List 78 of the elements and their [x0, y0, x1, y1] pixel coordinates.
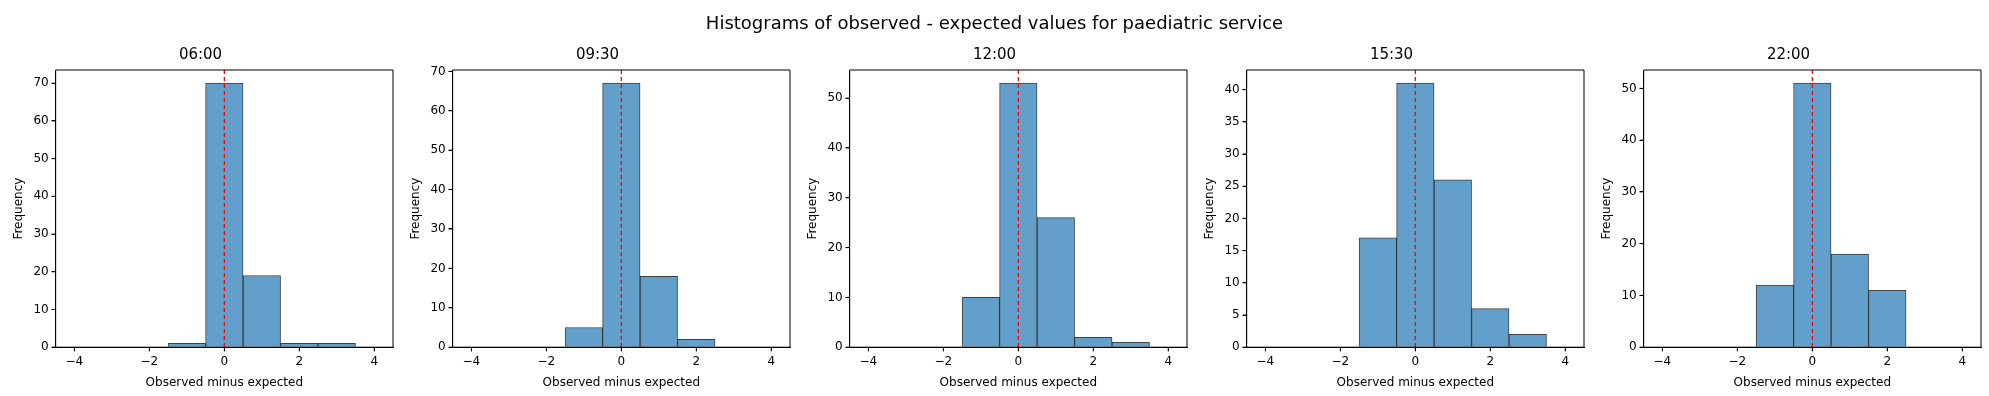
y-tick-label: 20 — [827, 239, 843, 254]
y-tick-label: 10 — [1224, 274, 1240, 289]
y-tick-label: 0 — [835, 339, 843, 354]
x-tick-label: 2 — [1089, 353, 1098, 368]
y-tick-label: 30 — [33, 226, 49, 241]
x-tick-label: 0 — [220, 353, 229, 368]
text: Histograms of observed - expected values for paediatric service — [705, 11, 1284, 33]
y-tick-label: 60 — [430, 102, 446, 117]
x-tick-label: −2 — [140, 353, 159, 368]
y-tick-label: 40 — [1621, 132, 1637, 147]
y-tick-label: 25 — [1224, 178, 1240, 193]
x-axis-title: Observed minus expected — [542, 374, 701, 389]
x-tick-label: 0 — [1808, 353, 1817, 368]
x-tick-label: −2 — [537, 353, 556, 368]
x-tick-label: 2 — [1486, 353, 1495, 368]
x-axis-title: Observed minus expected — [1733, 374, 1892, 389]
y-tick-label: 35 — [1224, 113, 1240, 128]
x-axis-title: Observed minus expected — [939, 374, 1098, 389]
x-tick-label: 4 — [1561, 353, 1570, 368]
y-tick-label: 50 — [33, 150, 49, 165]
y-tick-label: 0 — [1232, 339, 1240, 354]
y-axis-title: Frequency — [408, 177, 423, 240]
y-tick-label: 20 — [1224, 210, 1240, 225]
y-tick-label: 50 — [827, 90, 843, 105]
chart-title: 12:00 — [972, 44, 1017, 63]
x-tick-label: 0 — [1411, 353, 1420, 368]
chart-title: 15:30 — [1369, 44, 1414, 63]
chart-title: 09:30 — [575, 44, 620, 63]
y-tick-label: 20 — [1621, 235, 1637, 250]
y-tick-label: 10 — [1621, 287, 1637, 302]
y-tick-label: 30 — [827, 189, 843, 204]
y-axis-title: Frequency — [1599, 177, 1614, 240]
x-tick-label: −2 — [1728, 353, 1747, 368]
y-axis-title: Frequency — [11, 177, 26, 240]
y-tick-label: 70 — [430, 63, 446, 78]
x-tick-label: 4 — [767, 353, 776, 368]
x-tick-label: 2 — [295, 353, 304, 368]
y-tick-label: 30 — [1621, 184, 1637, 199]
y-tick-label: 30 — [430, 221, 446, 236]
x-tick-label: −2 — [1331, 353, 1350, 368]
y-tick-label: 0 — [438, 339, 446, 354]
y-tick-label: 40 — [33, 188, 49, 203]
y-axis-title: Frequency — [1202, 177, 1217, 240]
y-tick-label: 40 — [1224, 81, 1240, 96]
y-tick-label: 40 — [827, 140, 843, 155]
y-tick-label: 20 — [33, 263, 49, 278]
chart-title: 22:00 — [1766, 44, 1811, 63]
x-tick-label: 4 — [1958, 353, 1967, 368]
x-tick-label: −4 — [1256, 353, 1275, 368]
y-tick-label: 20 — [430, 260, 446, 275]
x-tick-label: −4 — [1653, 353, 1672, 368]
y-tick-label: 70 — [33, 75, 49, 90]
x-tick-label: 4 — [370, 353, 379, 368]
y-tick-label: 5 — [1232, 307, 1240, 322]
x-tick-label: −4 — [65, 353, 84, 368]
y-tick-label: 0 — [1629, 339, 1637, 354]
x-tick-label: 4 — [1164, 353, 1173, 368]
y-tick-label: 50 — [1621, 80, 1637, 95]
chart-title: 06:00 — [178, 44, 223, 63]
y-tick-label: 40 — [430, 181, 446, 196]
y-tick-label: 15 — [1224, 242, 1240, 257]
x-tick-label: 0 — [1014, 353, 1023, 368]
y-axis-title: Frequency — [805, 177, 820, 240]
y-tick-label: 60 — [33, 113, 49, 128]
x-tick-label: −2 — [934, 353, 953, 368]
x-tick-label: 2 — [1883, 353, 1892, 368]
x-tick-label: 0 — [617, 353, 626, 368]
x-tick-label: 2 — [692, 353, 701, 368]
y-tick-label: 0 — [41, 339, 49, 354]
y-tick-label: 10 — [33, 301, 49, 316]
y-tick-label: 10 — [827, 289, 843, 304]
x-tick-label: −4 — [859, 353, 878, 368]
y-tick-label: 10 — [430, 299, 446, 314]
x-axis-title: Observed minus expected — [1336, 374, 1495, 389]
x-axis-title: Observed minus expected — [145, 374, 304, 389]
y-tick-label: 50 — [430, 142, 446, 157]
x-tick-label: −4 — [462, 353, 481, 368]
y-tick-label: 30 — [1224, 146, 1240, 161]
